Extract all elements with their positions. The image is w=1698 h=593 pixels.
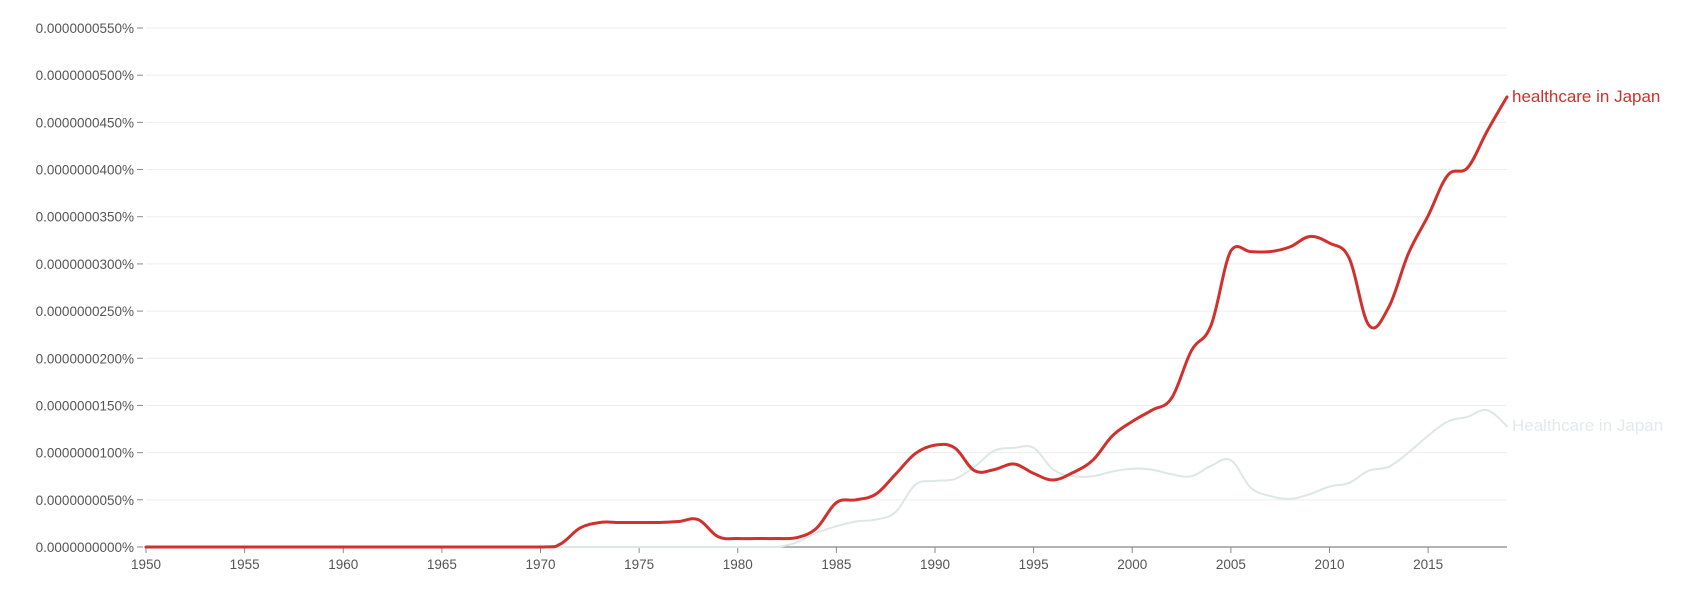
x-tick-label: 1980: [723, 557, 753, 572]
x-tick-label: 2010: [1314, 557, 1344, 572]
x-tick-label: 1960: [328, 557, 358, 572]
grid-lines: [146, 27, 1507, 501]
series-lines: [144, 95, 1509, 549]
series-labels: healthcare in Japan Healthcare in Japan: [1512, 87, 1663, 435]
y-tick-label: 0.0000000350%: [36, 210, 134, 225]
y-tick-label: 0.0000000300%: [36, 257, 134, 272]
x-tick-label: 1970: [525, 557, 555, 572]
y-tick-label: 0.0000000100%: [36, 446, 134, 461]
x-tick-label: 1955: [230, 557, 260, 572]
y-tick-label: 0.0000000400%: [36, 163, 134, 178]
x-tick-label: 1995: [1019, 557, 1049, 572]
y-tick-label: 0.0000000550%: [36, 21, 134, 36]
x-tick-label: 2005: [1216, 557, 1246, 572]
x-tick-label: 1990: [920, 557, 950, 572]
y-tick-label: 0.0000000450%: [36, 115, 134, 130]
x-tick-label: 2000: [1117, 557, 1147, 572]
y-tick-label: 0.0000000200%: [36, 351, 134, 366]
x-tick-label: 1965: [427, 557, 457, 572]
x-tick-label: 1985: [821, 557, 851, 572]
y-axis: 0.0000000000% 0.0000000050% 0.0000000100% 0…: [36, 21, 143, 555]
y-tick-label: 0.0000000150%: [36, 398, 134, 413]
series-label-Healthcare-in-Japan[interactable]: Healthcare in Japan: [1512, 416, 1663, 435]
series-line-Healthcare-in-Japan[interactable]: [145, 408, 1508, 549]
x-tick-label: 1950: [131, 557, 161, 572]
x-tick-label: 2015: [1413, 557, 1443, 572]
y-tick-label: 0.0000000500%: [36, 68, 134, 83]
y-tick-label: 0.0000000050%: [36, 493, 134, 508]
x-tick-label: 1975: [624, 557, 654, 572]
series-label-healthcare-in-japan[interactable]: healthcare in Japan: [1512, 87, 1660, 106]
y-tick-label: 0.0000000250%: [36, 304, 134, 319]
y-tick-label: 0.0000000000%: [36, 540, 134, 555]
series-line-healthcare-in-japan[interactable]: [144, 95, 1509, 549]
x-axis: 1950 1955 1960 1965 1970 1975 1980 1985 1990 1995…: [131, 546, 1507, 572]
